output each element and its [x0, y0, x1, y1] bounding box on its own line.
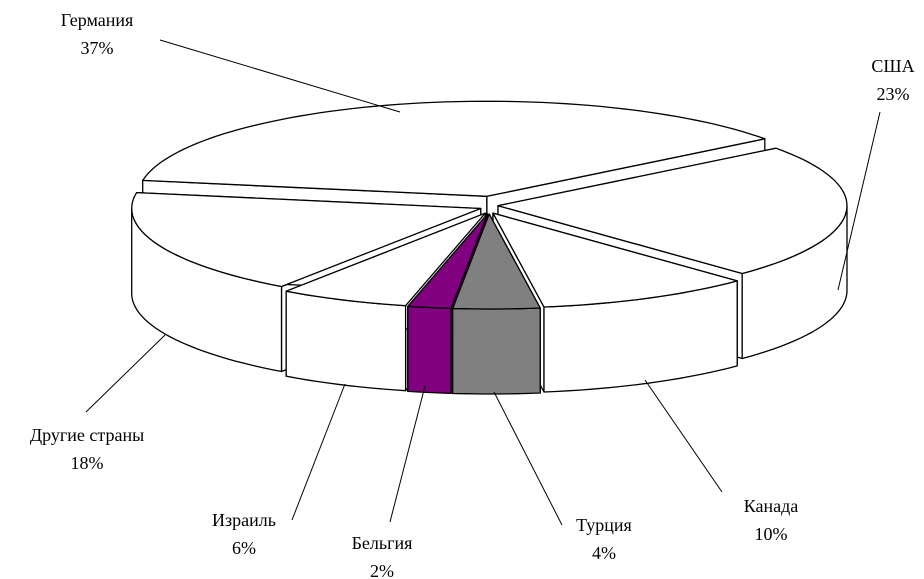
value-label: 2% [370, 561, 394, 579]
slice-label: Германия [61, 10, 134, 30]
leader-line [85, 334, 166, 413]
value-label: 6% [232, 538, 256, 558]
leader-line [291, 383, 346, 521]
leader-line [159, 39, 401, 113]
slice-label: США [871, 56, 914, 76]
slice-top [407, 213, 489, 310]
slice-label: Другие страны [30, 425, 144, 445]
leader-line [389, 385, 426, 523]
slice-label: Бельгия [352, 533, 413, 553]
slice-side [452, 307, 541, 395]
slice-side [285, 290, 407, 392]
slice-top [131, 191, 482, 288]
slice-label: Турция [576, 515, 632, 535]
slice-top [285, 212, 486, 307]
slice-label: Израиль [212, 510, 276, 530]
value-label: 10% [755, 524, 788, 544]
slice-top [142, 100, 766, 197]
value-label: 4% [592, 543, 616, 563]
slice-top [497, 147, 848, 275]
value-label: 18% [71, 453, 104, 473]
leader-line [493, 391, 563, 526]
slice-side [407, 305, 452, 395]
slice-top [492, 212, 738, 308]
value-label: 23% [877, 84, 910, 104]
value-label: 37% [81, 38, 114, 58]
leader-line [837, 111, 881, 291]
leader-line [644, 379, 723, 493]
slice-top [452, 213, 541, 310]
slice-label: Канада [744, 496, 799, 516]
